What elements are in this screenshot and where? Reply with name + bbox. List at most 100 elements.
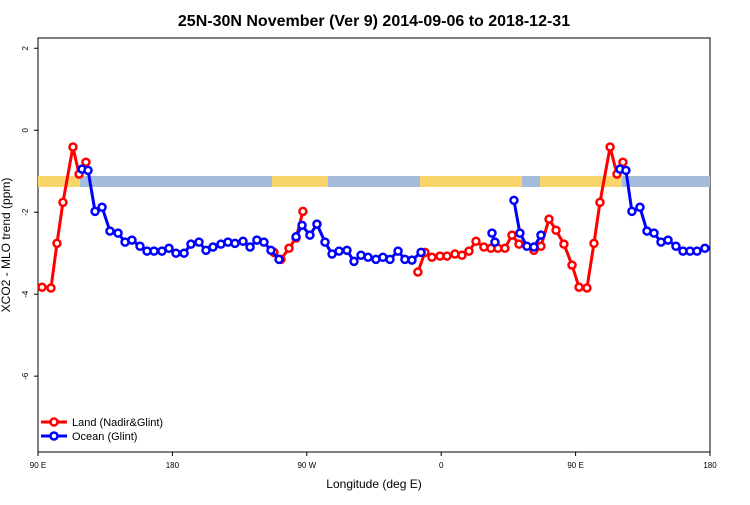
- data-point: [536, 230, 546, 240]
- data-point: [164, 243, 174, 254]
- data-point: [135, 241, 145, 251]
- data-point: [320, 237, 330, 247]
- y-tick-label: 0: [21, 127, 30, 132]
- data-point: [83, 165, 93, 176]
- data-point: [208, 242, 218, 252]
- data-point: [487, 228, 497, 238]
- data-point: [544, 214, 554, 224]
- data-point: [567, 260, 577, 270]
- data-point: [90, 206, 100, 217]
- x-tick-label: 180: [703, 461, 717, 470]
- data-point: [692, 246, 702, 256]
- data-point: [305, 230, 315, 240]
- land-band: [38, 176, 80, 187]
- data-point: [113, 228, 123, 238]
- data-point: [201, 245, 211, 256]
- data-point: [58, 197, 68, 208]
- data-point: [635, 202, 645, 213]
- data-point: [627, 206, 637, 217]
- data-point: [171, 248, 181, 258]
- data-point: [284, 243, 294, 254]
- x-tick-label: 90 W: [297, 461, 316, 470]
- data-point: [97, 202, 107, 213]
- data-point: [605, 142, 615, 152]
- data-point: [471, 236, 481, 247]
- data-point: [407, 255, 417, 265]
- data-point: [259, 237, 269, 247]
- data-point: [127, 235, 137, 245]
- data-point: [490, 237, 500, 247]
- data-point: [363, 252, 373, 263]
- data-point: [385, 254, 395, 265]
- data-point: [393, 246, 403, 256]
- data-point: [671, 241, 681, 251]
- data-point: [334, 246, 344, 256]
- data-point: [274, 254, 284, 265]
- y-tick-label: -6: [21, 372, 30, 380]
- legend-label: Ocean (Glint): [72, 431, 137, 443]
- data-point: [68, 142, 78, 152]
- data-point: [230, 238, 240, 249]
- data-point: [507, 230, 517, 240]
- data-point: [291, 232, 301, 242]
- y-tick-label: 2: [21, 45, 30, 50]
- data-point: [81, 157, 91, 167]
- data-point: [416, 247, 426, 258]
- x-tick-label: 180: [166, 461, 180, 470]
- data-point: [464, 246, 474, 256]
- data-point: [105, 226, 115, 236]
- data-point: [529, 242, 539, 252]
- data-point: [700, 243, 710, 254]
- data-point: [238, 236, 248, 247]
- ocean-band: [38, 176, 710, 187]
- data-point: [46, 283, 56, 293]
- data-point: [574, 282, 584, 292]
- data-point: [457, 250, 467, 260]
- data-point: [514, 239, 524, 249]
- data-point: [266, 245, 276, 256]
- x-axis-label: Longitude (deg E): [326, 477, 421, 491]
- data-point: [509, 195, 519, 206]
- legend-marker: [49, 431, 59, 441]
- data-point: [297, 220, 307, 231]
- data-point: [52, 238, 62, 249]
- data-point: [245, 242, 255, 252]
- data-point: [582, 283, 592, 293]
- legend-marker: [49, 417, 59, 427]
- x-tick-label: 0: [439, 461, 444, 470]
- data-point: [515, 228, 525, 238]
- data-point: [179, 248, 189, 258]
- data-point: [621, 165, 631, 176]
- data-point: [342, 245, 352, 256]
- x-tick-label: 90 E: [30, 461, 46, 470]
- legend-label: Land (Nadir&Glint): [72, 417, 163, 429]
- data-point: [194, 237, 204, 247]
- data-point: [649, 228, 659, 238]
- data-point: [298, 206, 308, 217]
- surface-mask: [38, 176, 710, 187]
- data-point: [559, 239, 569, 249]
- y-axis-label: XCO2 - MLO trend (ppm): [0, 178, 13, 313]
- x-tick-label: 90 E: [567, 461, 583, 470]
- data-point: [500, 243, 510, 254]
- land-band: [272, 176, 328, 187]
- land-band: [540, 176, 622, 187]
- data-point: [663, 235, 673, 245]
- data-point: [149, 246, 159, 256]
- data-point: [589, 238, 599, 249]
- y-tick-label: -2: [21, 208, 30, 216]
- data-point: [186, 239, 196, 249]
- land-band: [420, 176, 522, 187]
- data-point: [427, 252, 437, 263]
- plot-frame: [37, 37, 711, 453]
- data-point: [442, 251, 452, 261]
- data-point: [349, 256, 359, 267]
- chart-title: 25N-30N November (Ver 9) 2014-09-06 to 2…: [178, 13, 570, 30]
- y-tick-label: -4: [21, 290, 30, 298]
- data-point: [413, 267, 423, 277]
- data-point: [37, 282, 47, 292]
- data-point: [312, 219, 322, 229]
- legend: Land (Nadir&Glint) Ocean (Glint): [41, 417, 163, 443]
- data-point: [595, 197, 605, 208]
